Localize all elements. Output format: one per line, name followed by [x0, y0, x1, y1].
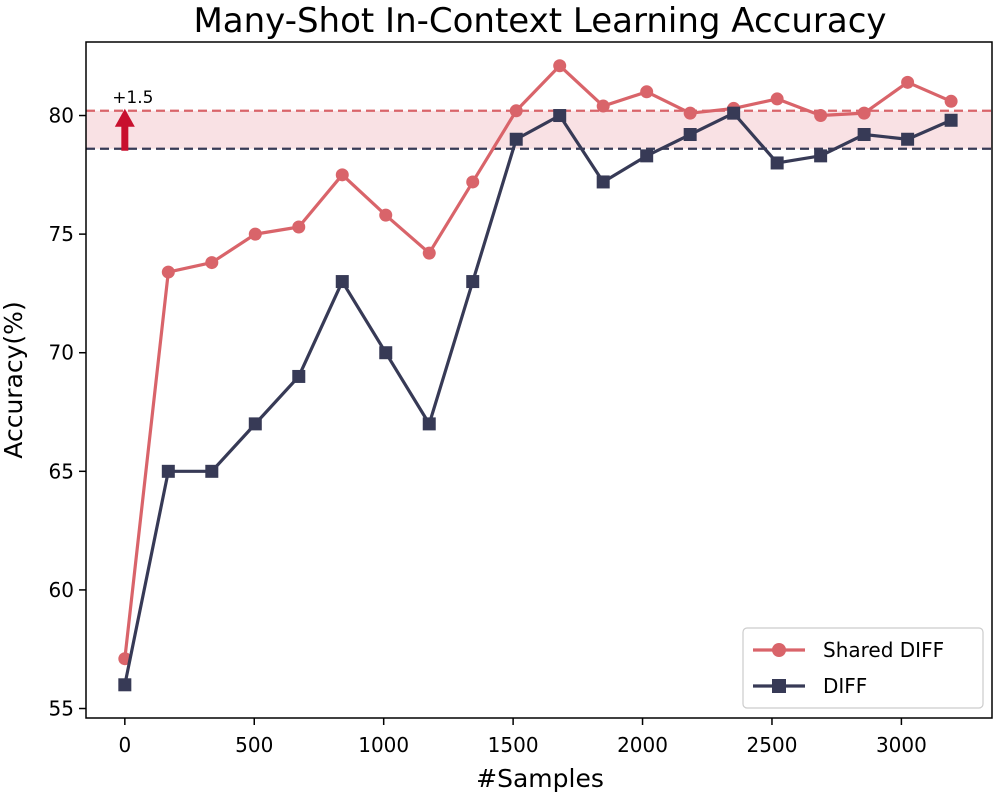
series-layer: [118, 59, 958, 692]
x-tick-label: 0: [118, 733, 131, 757]
y-tick-label: 65: [49, 459, 74, 483]
y-tick-label: 60: [49, 578, 74, 602]
annotation-layer: +1.5: [112, 88, 153, 151]
data-point: [335, 275, 349, 289]
data-point: [422, 246, 436, 260]
y-tick-label: 80: [49, 104, 74, 128]
data-point: [161, 265, 175, 279]
x-ticks: 0 500 1000 1500 2000 2500 3000: [118, 718, 927, 757]
data-point: [553, 109, 567, 123]
data-point: [205, 256, 219, 270]
data-point: [335, 168, 349, 182]
data-point: [901, 132, 915, 146]
plot-frame: [85, 41, 993, 719]
legend: Shared DIFF DIFF: [742, 627, 984, 709]
legend-marker: [772, 679, 786, 693]
y-tick-label: 75: [49, 222, 74, 246]
data-point: [466, 275, 480, 289]
data-point: [857, 106, 871, 120]
data-point: [727, 106, 741, 120]
improvement-arrow-head: [114, 108, 135, 127]
data-point: [857, 128, 871, 142]
improvement-arrow-shaft: [121, 120, 129, 151]
data-point: [161, 464, 175, 478]
legend-marker: [772, 643, 786, 657]
data-point: [901, 75, 915, 89]
data-point: [379, 208, 393, 222]
data-point: [814, 109, 828, 123]
data-point: [683, 128, 697, 142]
data-point: [509, 132, 523, 146]
y-tick-label: 55: [49, 697, 74, 721]
data-point: [118, 678, 132, 692]
data-point: [292, 220, 306, 234]
data-point: [944, 94, 958, 108]
legend-label: Shared DIFF: [823, 638, 944, 662]
series-1: [118, 106, 958, 692]
data-point: [379, 346, 393, 360]
data-point: [683, 106, 697, 120]
legend-entry-0: Shared DIFF: [753, 638, 944, 662]
legend-entry-1: DIFF: [753, 674, 867, 698]
reference-lines: [86, 109, 992, 150]
data-point: [248, 417, 262, 431]
series-line-0: [123, 64, 952, 659]
improvement-band: [86, 110, 992, 149]
legend-label: DIFF: [823, 674, 867, 698]
legend-box: [742, 627, 984, 709]
data-point: [814, 149, 828, 163]
data-point: [553, 59, 567, 73]
data-point: [422, 417, 436, 431]
improvement-label: +1.5: [112, 88, 153, 108]
data-point: [466, 175, 480, 189]
data-point: [770, 92, 784, 106]
y-ticks: 55 60 65 70 75 80: [49, 104, 86, 721]
chart-title: Many-Shot In-Context Learning Accuracy: [193, 1, 886, 41]
data-point: [248, 227, 262, 241]
x-tick-label: 2500: [747, 733, 798, 757]
data-point: [640, 149, 654, 163]
data-point: [944, 113, 958, 127]
series-0: [118, 59, 958, 666]
x-axis-label: #Samples: [476, 764, 604, 793]
data-point: [292, 369, 306, 383]
x-tick-label: 500: [235, 733, 273, 757]
x-tick-label: 1000: [358, 733, 409, 757]
data-point: [509, 104, 523, 118]
series-line-1: [123, 111, 952, 686]
improvement-band-fill: [86, 110, 992, 149]
data-point: [596, 175, 610, 189]
y-tick-label: 70: [49, 341, 74, 365]
data-point: [596, 99, 610, 113]
y-axis-label: Accuracy(%): [0, 301, 28, 458]
x-tick-label: 2000: [617, 733, 668, 757]
x-tick-label: 1500: [488, 733, 539, 757]
data-point: [640, 85, 654, 99]
data-point: [205, 464, 219, 478]
data-point: [770, 156, 784, 170]
x-tick-label: 3000: [876, 733, 927, 757]
